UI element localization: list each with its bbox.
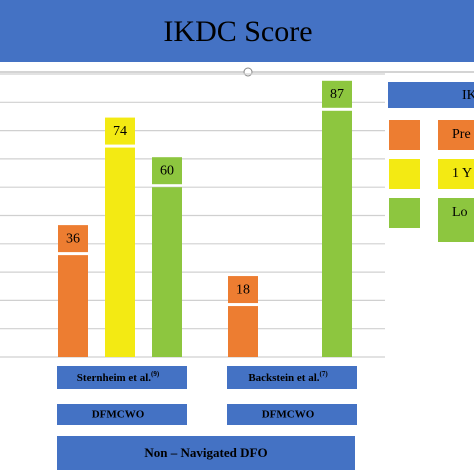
legend-swatch — [389, 120, 420, 150]
category-ref: (7) — [320, 370, 329, 378]
value-label: 18 — [236, 282, 250, 297]
value-label: 60 — [160, 163, 174, 178]
value-label: 74 — [113, 124, 127, 139]
category-name: Backstein et al. — [248, 372, 319, 384]
bar — [105, 147, 135, 357]
title-bar — [0, 0, 474, 62]
bar — [228, 306, 258, 357]
subtitle-box — [227, 404, 357, 425]
value-label-box — [58, 225, 88, 253]
category-subtitle: DFMCWO — [92, 409, 145, 421]
group-label: Non – Navigated DFO — [144, 445, 267, 460]
legend-swatch — [389, 159, 420, 189]
x-tick-label: Sternheim et al.(9) — [77, 370, 160, 384]
category-subtitle: DFMCWO — [262, 409, 315, 421]
chart-title: IKDC Score — [163, 15, 312, 48]
legend-label-box — [438, 120, 474, 150]
bar — [58, 255, 88, 357]
legend-title: IK — [462, 88, 474, 103]
value-label-box — [105, 117, 135, 145]
value-label: 87 — [330, 87, 344, 102]
legend-label: Lo — [452, 205, 468, 220]
legend-label: 1 Y — [452, 166, 472, 181]
bar — [152, 187, 182, 357]
value-label: 36 — [66, 231, 80, 246]
legend-title-box — [388, 82, 474, 108]
legend-label-box — [438, 159, 474, 189]
legend-label: Pre — [452, 127, 471, 142]
value-label-box — [322, 80, 352, 108]
selection-handle[interactable] — [243, 67, 253, 77]
legend-swatch — [389, 198, 420, 228]
category-ref: (9) — [151, 370, 160, 378]
legend-label-box — [438, 198, 474, 242]
subtitle-box — [57, 404, 187, 425]
category-name: Sternheim et al. — [77, 372, 151, 384]
value-label-box — [228, 276, 258, 304]
category-box — [57, 366, 187, 389]
group-box — [57, 436, 355, 470]
category-box — [227, 366, 357, 389]
bar — [322, 110, 352, 357]
x-tick-label: Backstein et al.(7) — [248, 370, 328, 384]
value-label-box — [152, 157, 182, 185]
